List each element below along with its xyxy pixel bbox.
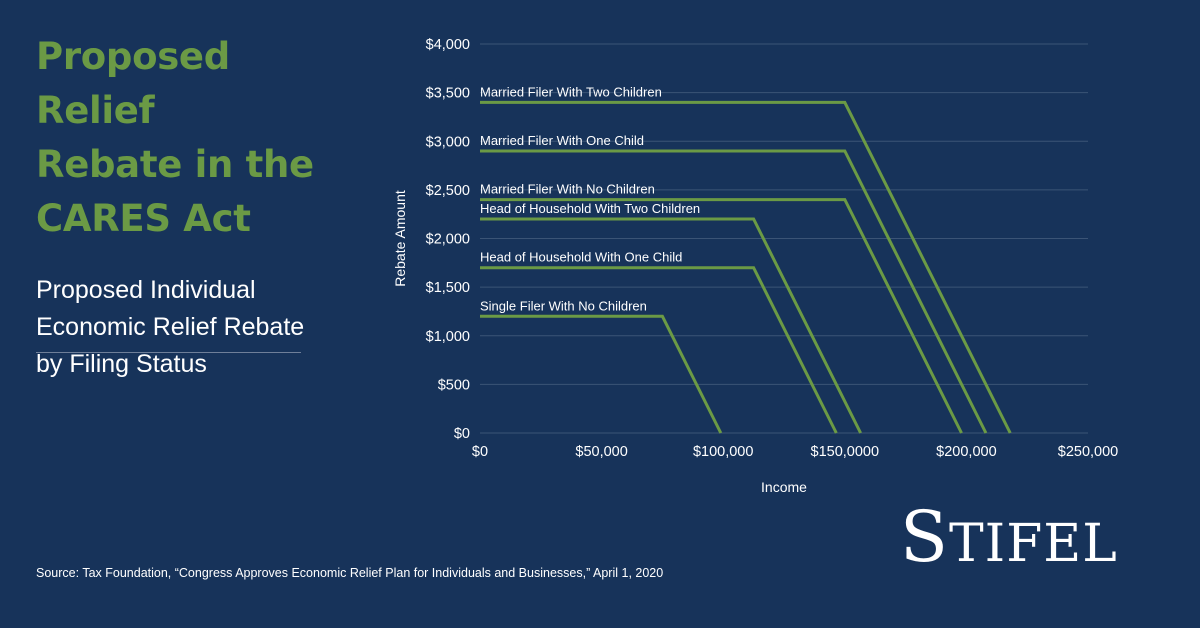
title-line: CARES Act [36,197,251,240]
y-tick-label: $500 [438,377,470,393]
page-title: Proposed Relief Rebate in the CARES Act [36,30,336,246]
series-label: Single Filer With No Children [480,298,647,313]
subtitle-line: Economic Relief Rebate [36,313,305,341]
subtitle-line: Proposed Individual [36,276,256,304]
x-tick-label: $250,000 [1058,444,1118,460]
title-line: Rebate in the [36,143,314,186]
x-tick-label: $50,000 [575,444,627,460]
y-tick-label: $2,500 [426,183,470,199]
series-line [480,149,988,434]
x-tick-label: $200,000 [936,444,996,460]
series-label: Married Filer With No Children [480,182,655,197]
y-tick-label: $1,000 [426,329,470,345]
source-note: Source: Tax Foundation, “Congress Approv… [36,566,664,580]
series-label: Married Filer With Two Children [480,84,662,99]
chart-subtitle: Proposed Individual Economic Relief Reba… [36,272,336,383]
series-line [480,217,862,434]
series-line [480,100,1012,434]
x-axis-label: Income [761,479,807,495]
y-tick-label: $3,500 [426,86,470,102]
x-tick-label: $150,0000 [811,444,880,460]
x-tick-label: $0 [472,444,488,460]
x-tick-label: $100,000 [693,444,753,460]
series-label: Head of Household With One Child [480,250,682,265]
y-tick-label: $1,500 [426,280,470,296]
series-line [480,198,963,434]
divider [36,352,301,353]
series-line [480,314,723,434]
subtitle-line: by Filing Status [36,350,207,378]
left-panel: Proposed Relief Rebate in the CARES Act … [36,30,336,383]
series-line [480,266,838,434]
y-tick-label: $2,000 [426,232,470,248]
title-line: Proposed Relief [36,35,230,132]
y-axis-label: Rebate Amount [392,190,408,287]
series-label: Head of Household With Two Children [480,201,700,216]
y-tick-label: $3,000 [426,134,470,150]
series-label: Married Filer With One Child [480,133,644,148]
y-tick-label: $4,000 [426,37,470,53]
stifel-logo: STIFEL [900,496,1118,578]
y-tick-label: $0 [454,426,470,442]
